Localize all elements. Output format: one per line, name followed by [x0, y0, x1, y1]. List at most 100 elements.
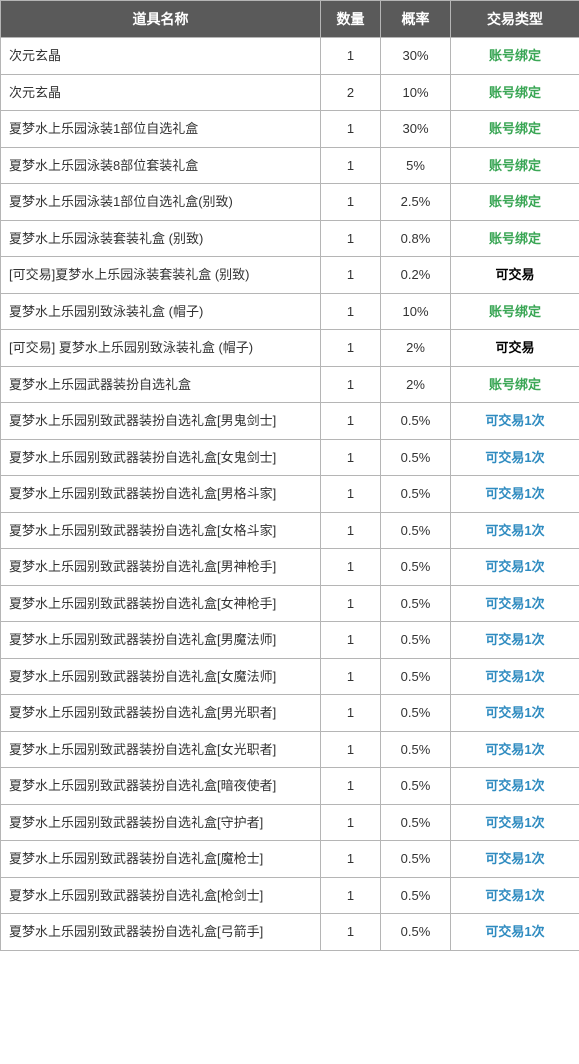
cell-item-name: 夏梦水上乐园武器装扮自选礼盒: [1, 366, 321, 403]
cell-item-name: 夏梦水上乐园别致武器装扮自选礼盒[男鬼剑士]: [1, 403, 321, 440]
cell-trade-type: 可交易1次: [451, 914, 579, 951]
cell-item-name: 夏梦水上乐园别致武器装扮自选礼盒[男魔法师]: [1, 622, 321, 659]
cell-qty: 1: [321, 658, 381, 695]
cell-trade-type: 可交易1次: [451, 731, 579, 768]
cell-rate: 0.5%: [381, 439, 451, 476]
cell-trade-type: 可交易1次: [451, 658, 579, 695]
cell-rate: 2%: [381, 366, 451, 403]
table-row: 夏梦水上乐园别致武器装扮自选礼盒[暗夜使者]10.5%可交易1次: [1, 768, 579, 805]
cell-trade-type: 账号绑定: [451, 111, 579, 148]
cell-item-name: 夏梦水上乐园别致武器装扮自选礼盒[暗夜使者]: [1, 768, 321, 805]
cell-trade-type: 账号绑定: [451, 366, 579, 403]
cell-qty: 1: [321, 38, 381, 75]
cell-trade-type: 可交易1次: [451, 585, 579, 622]
table-row: 夏梦水上乐园别致武器装扮自选礼盒[男光职者]10.5%可交易1次: [1, 695, 579, 732]
cell-qty: 1: [321, 184, 381, 221]
cell-rate: 10%: [381, 74, 451, 111]
table-row: 夏梦水上乐园别致武器装扮自选礼盒[男鬼剑士]10.5%可交易1次: [1, 403, 579, 440]
col-header-qty: 数量: [321, 1, 381, 38]
cell-item-name: 次元玄晶: [1, 38, 321, 75]
col-header-rate: 概率: [381, 1, 451, 38]
cell-trade-type: 可交易1次: [451, 768, 579, 805]
cell-trade-type: 账号绑定: [451, 74, 579, 111]
cell-item-name: 夏梦水上乐园别致武器装扮自选礼盒[魔枪士]: [1, 841, 321, 878]
cell-qty: 1: [321, 804, 381, 841]
table-row: 夏梦水上乐园别致武器装扮自选礼盒[弓箭手]10.5%可交易1次: [1, 914, 579, 951]
cell-trade-type: 可交易1次: [451, 439, 579, 476]
cell-item-name: 夏梦水上乐园别致武器装扮自选礼盒[弓箭手]: [1, 914, 321, 951]
table-header: 道具名称 数量 概率 交易类型: [1, 1, 579, 38]
cell-rate: 0.5%: [381, 403, 451, 440]
table-row: 夏梦水上乐园别致泳装礼盒 (帽子)110%账号绑定: [1, 293, 579, 330]
cell-rate: 0.5%: [381, 877, 451, 914]
cell-qty: 1: [321, 549, 381, 586]
table-row: 夏梦水上乐园泳装8部位套装礼盒15%账号绑定: [1, 147, 579, 184]
table-row: 夏梦水上乐园别致武器装扮自选礼盒[男魔法师]10.5%可交易1次: [1, 622, 579, 659]
cell-item-name: 夏梦水上乐园别致武器装扮自选礼盒[女魔法师]: [1, 658, 321, 695]
cell-item-name: 夏梦水上乐园别致武器装扮自选礼盒[女鬼剑士]: [1, 439, 321, 476]
col-header-name: 道具名称: [1, 1, 321, 38]
cell-rate: 0.8%: [381, 220, 451, 257]
cell-item-name: 夏梦水上乐园泳装1部位自选礼盒(别致): [1, 184, 321, 221]
cell-trade-type: 可交易1次: [451, 512, 579, 549]
cell-item-name: 夏梦水上乐园别致武器装扮自选礼盒[枪剑士]: [1, 877, 321, 914]
cell-qty: 1: [321, 841, 381, 878]
table-row: 夏梦水上乐园别致武器装扮自选礼盒[守护者]10.5%可交易1次: [1, 804, 579, 841]
table-row: 夏梦水上乐园武器装扮自选礼盒12%账号绑定: [1, 366, 579, 403]
cell-rate: 0.5%: [381, 768, 451, 805]
cell-rate: 0.5%: [381, 914, 451, 951]
cell-qty: 1: [321, 439, 381, 476]
cell-rate: 30%: [381, 111, 451, 148]
table-row: [可交易]夏梦水上乐园泳装套装礼盒 (别致)10.2%可交易: [1, 257, 579, 294]
cell-qty: 1: [321, 403, 381, 440]
cell-item-name: 次元玄晶: [1, 74, 321, 111]
cell-item-name: 夏梦水上乐园别致武器装扮自选礼盒[男神枪手]: [1, 549, 321, 586]
cell-item-name: 夏梦水上乐园别致武器装扮自选礼盒[男格斗家]: [1, 476, 321, 513]
cell-item-name: 夏梦水上乐园别致武器装扮自选礼盒[男光职者]: [1, 695, 321, 732]
cell-trade-type: 账号绑定: [451, 293, 579, 330]
cell-rate: 0.2%: [381, 257, 451, 294]
table-row: 夏梦水上乐园别致武器装扮自选礼盒[枪剑士]10.5%可交易1次: [1, 877, 579, 914]
cell-rate: 0.5%: [381, 512, 451, 549]
cell-trade-type: 账号绑定: [451, 147, 579, 184]
table-row: 夏梦水上乐园别致武器装扮自选礼盒[女魔法师]10.5%可交易1次: [1, 658, 579, 695]
cell-rate: 5%: [381, 147, 451, 184]
cell-item-name: 夏梦水上乐园别致武器装扮自选礼盒[女神枪手]: [1, 585, 321, 622]
cell-rate: 0.5%: [381, 841, 451, 878]
cell-qty: 1: [321, 731, 381, 768]
cell-qty: 1: [321, 476, 381, 513]
cell-item-name: 夏梦水上乐园泳装1部位自选礼盒: [1, 111, 321, 148]
cell-qty: 1: [321, 914, 381, 951]
cell-qty: 1: [321, 768, 381, 805]
cell-qty: 1: [321, 147, 381, 184]
cell-item-name: 夏梦水上乐园别致泳装礼盒 (帽子): [1, 293, 321, 330]
table-row: 夏梦水上乐园泳装套装礼盒 (别致)10.8%账号绑定: [1, 220, 579, 257]
cell-rate: 0.5%: [381, 585, 451, 622]
table-row: 夏梦水上乐园别致武器装扮自选礼盒[魔枪士]10.5%可交易1次: [1, 841, 579, 878]
cell-item-name: 夏梦水上乐园泳装8部位套装礼盒: [1, 147, 321, 184]
cell-rate: 2.5%: [381, 184, 451, 221]
cell-qty: 1: [321, 877, 381, 914]
cell-qty: 1: [321, 111, 381, 148]
cell-item-name: 夏梦水上乐园别致武器装扮自选礼盒[女格斗家]: [1, 512, 321, 549]
table-row: 夏梦水上乐园别致武器装扮自选礼盒[女鬼剑士]10.5%可交易1次: [1, 439, 579, 476]
cell-rate: 0.5%: [381, 731, 451, 768]
cell-trade-type: 可交易1次: [451, 877, 579, 914]
table-row: 夏梦水上乐园别致武器装扮自选礼盒[女光职者]10.5%可交易1次: [1, 731, 579, 768]
cell-rate: 0.5%: [381, 804, 451, 841]
table-row: 夏梦水上乐园别致武器装扮自选礼盒[女神枪手]10.5%可交易1次: [1, 585, 579, 622]
cell-qty: 1: [321, 366, 381, 403]
table-row: 夏梦水上乐园别致武器装扮自选礼盒[男格斗家]10.5%可交易1次: [1, 476, 579, 513]
cell-trade-type: 可交易: [451, 330, 579, 367]
cell-rate: 0.5%: [381, 476, 451, 513]
table-row: 夏梦水上乐园泳装1部位自选礼盒(别致)12.5%账号绑定: [1, 184, 579, 221]
cell-rate: 10%: [381, 293, 451, 330]
table-body: 次元玄晶130%账号绑定次元玄晶210%账号绑定夏梦水上乐园泳装1部位自选礼盒1…: [1, 38, 579, 951]
cell-trade-type: 可交易: [451, 257, 579, 294]
cell-trade-type: 可交易1次: [451, 403, 579, 440]
cell-rate: 30%: [381, 38, 451, 75]
item-drop-table: 道具名称 数量 概率 交易类型 次元玄晶130%账号绑定次元玄晶210%账号绑定…: [0, 0, 579, 951]
cell-qty: 2: [321, 74, 381, 111]
cell-rate: 0.5%: [381, 695, 451, 732]
cell-rate: 2%: [381, 330, 451, 367]
